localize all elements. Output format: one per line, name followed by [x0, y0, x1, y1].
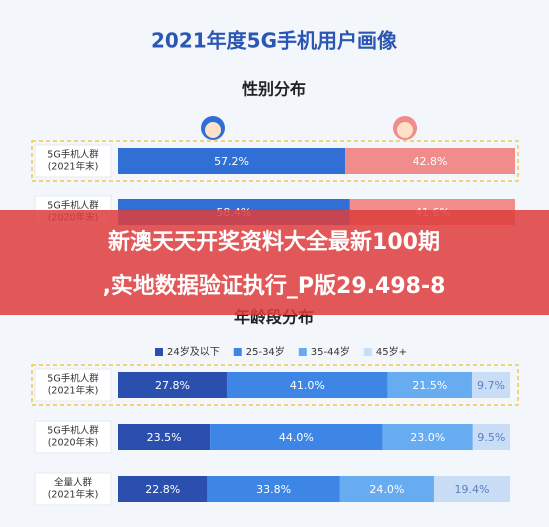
category-box: [34, 472, 112, 506]
bar-segment: [118, 476, 208, 502]
legend-swatch: [298, 348, 307, 356]
bar-segment: [210, 424, 383, 450]
category-label: 5G手机人群: [47, 373, 99, 385]
value-label: 22.8%: [145, 483, 180, 496]
category-box: [34, 144, 112, 178]
page-title: 2021年度5G手机用户画像: [151, 29, 398, 53]
bar-segment: [345, 148, 515, 174]
banner-text: 新澳天天开奖资料大全最新100期: [108, 229, 440, 255]
legend-label: 35-44岁: [311, 345, 350, 358]
banner: 新澳天天开奖资料大全最新100期 ,实地数据验证执行_P版29.498-8: [0, 210, 549, 315]
legend-label: 24岁及以下: [167, 345, 220, 358]
value-label: 57.2%: [214, 155, 249, 168]
category-box: [34, 368, 112, 402]
category-label: 5G手机人群: [47, 425, 99, 437]
bar-segment: [433, 476, 510, 502]
bar-segment: [118, 424, 211, 450]
bar-segment: [118, 148, 346, 174]
value-label: 24.0%: [369, 483, 404, 496]
value-label: 27.8%: [155, 379, 190, 392]
value-label: 9.5%: [477, 431, 505, 444]
bar-segment: [387, 372, 472, 398]
legend-swatch: [363, 348, 372, 356]
legend-label: 45岁+: [376, 345, 407, 358]
value-label: 44.0%: [279, 431, 314, 444]
banner-text: ,实地数据验证执行_P版29.498-8: [103, 273, 446, 299]
category-label: 5G手机人群: [47, 200, 99, 212]
value-label: 41.0%: [290, 379, 325, 392]
bar-segment: [207, 476, 340, 502]
legend-label: 25-34岁: [246, 345, 285, 358]
legend-swatch: [233, 348, 242, 356]
value-label: 19.4%: [454, 483, 489, 496]
value-label: 9.7%: [477, 379, 505, 392]
male-icon: [201, 116, 225, 140]
highlight-box: [31, 364, 519, 406]
category-box: [34, 420, 112, 454]
category-label: (2021年末): [48, 161, 99, 173]
category-label: (2020年末): [48, 437, 99, 449]
value-label: 42.8%: [413, 155, 448, 168]
banner-bg: [0, 210, 549, 315]
bar-segment: [226, 372, 388, 398]
legend-swatch: [155, 348, 163, 356]
chart-title: 性别分布: [242, 80, 306, 99]
value-label: 21.5%: [412, 379, 447, 392]
value-label: 33.8%: [256, 483, 291, 496]
category-label: 5G手机人群: [47, 149, 99, 161]
category-label: 全量人群: [54, 477, 93, 489]
category-label: (2021年末): [48, 385, 99, 397]
bar-segment: [382, 424, 473, 450]
bar-segment: [471, 372, 510, 398]
value-label: 23.0%: [410, 431, 445, 444]
female-icon: [393, 116, 417, 140]
value-label: 23.5%: [147, 431, 182, 444]
highlight-box: [31, 140, 519, 182]
category-label: (2021年末): [48, 489, 99, 501]
bar-segment: [339, 476, 434, 502]
bar-segment: [118, 372, 227, 398]
bar-segment: [472, 424, 510, 450]
